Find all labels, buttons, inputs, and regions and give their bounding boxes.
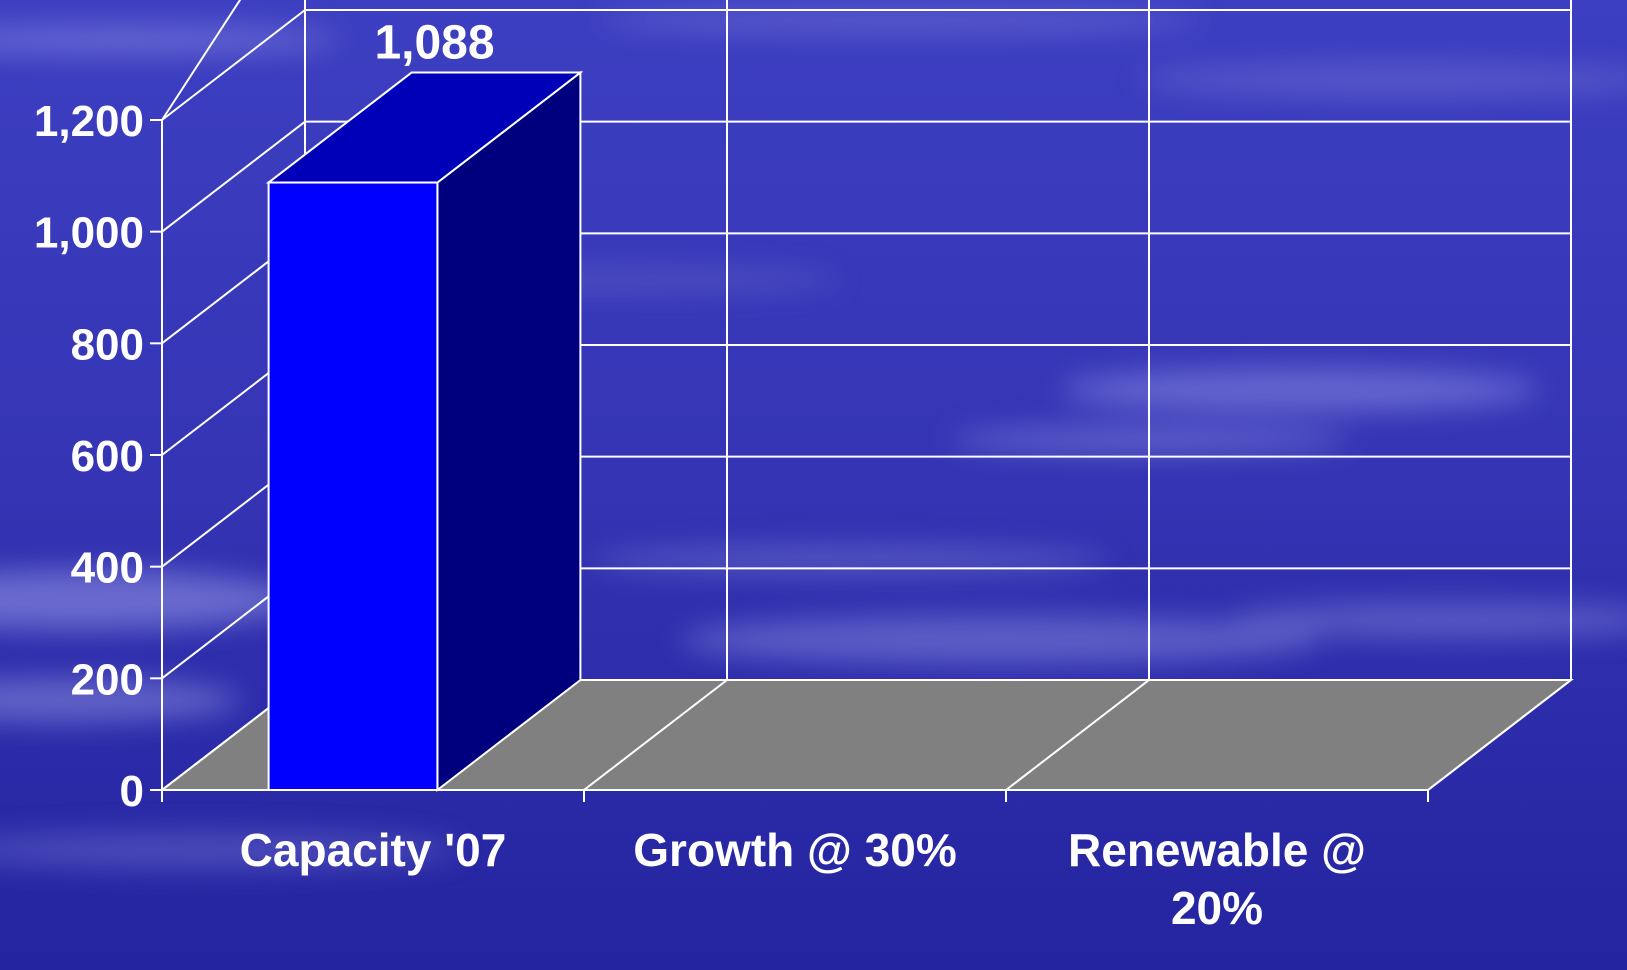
y-tick-label: 1,000 (34, 209, 144, 258)
x-category-label: Capacity '07 (240, 824, 507, 876)
floor-divider (583, 679, 728, 791)
x-category-labels: Capacity '07 Growth @ 30% Renewable @ 20% (240, 824, 1366, 934)
y-tick-label: 1,200 (34, 97, 144, 146)
x-category-label-line: 20% (1171, 882, 1263, 934)
side-wall-top-diagonal (161, 0, 242, 121)
y-tick-label: 600 (71, 432, 144, 481)
x-category-label-line: Renewable @ (1068, 824, 1366, 876)
data-label: 1,088 (374, 17, 494, 70)
grid-lines (161, 0, 1572, 791)
x-category-label: Renewable @ 20% (1068, 824, 1366, 934)
bar-front-face (267, 181, 439, 792)
side-wall-gridline (161, 9, 306, 121)
x-category-label-line: Capacity '07 (240, 824, 507, 876)
bar-side-face (436, 70, 582, 793)
side-wall-gridline (161, 120, 306, 233)
y-tick-label: 0 (120, 767, 144, 816)
floor-divider (1427, 679, 1572, 791)
y-tick-labels: 0 200 400 600 800 1,000 1,200 (34, 97, 144, 816)
bars (265, 70, 584, 793)
x-category-label: Growth @ 30% (633, 824, 956, 876)
y-tick-label: 400 (71, 544, 144, 593)
bar (265, 70, 584, 793)
floor-divider (1005, 679, 1150, 791)
data-labels: 1,088 (374, 17, 494, 70)
y-tick-label: 800 (71, 320, 144, 369)
y-tick-label: 200 (71, 655, 144, 704)
x-category-label-line: Growth @ 30% (633, 824, 956, 876)
